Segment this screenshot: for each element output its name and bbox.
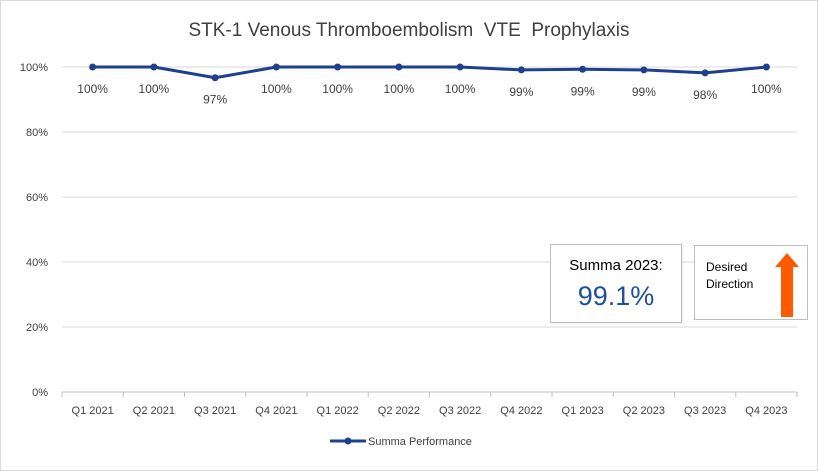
data-point bbox=[89, 63, 97, 71]
data-point bbox=[517, 66, 525, 74]
data-label: 100% bbox=[445, 82, 476, 96]
x-tick-label: Q4 2021 bbox=[255, 405, 297, 417]
data-point bbox=[701, 69, 709, 77]
y-tick-label: 60% bbox=[26, 192, 48, 204]
x-tick-label: Q1 2021 bbox=[72, 405, 114, 417]
data-label: 99% bbox=[571, 84, 595, 98]
y-tick-label: 100% bbox=[20, 62, 48, 74]
x-tick-label: Q3 2021 bbox=[194, 405, 236, 417]
y-tick-label: 80% bbox=[26, 127, 48, 139]
up-arrow-icon bbox=[775, 253, 799, 317]
data-label: 100% bbox=[751, 82, 782, 96]
x-tick-label: Q3 2023 bbox=[684, 405, 726, 417]
series-line bbox=[92, 65, 767, 80]
data-point bbox=[456, 63, 464, 71]
data-point bbox=[272, 63, 280, 71]
y-tick-label: 20% bbox=[26, 322, 48, 334]
x-tick-label: Q1 2023 bbox=[562, 405, 604, 417]
callout-value: 99.1% bbox=[577, 281, 655, 311]
x-tick-label: Q1 2022 bbox=[317, 405, 359, 417]
data-label: 99% bbox=[509, 85, 533, 99]
data-label: 100% bbox=[384, 82, 415, 96]
data-label: 100% bbox=[322, 82, 353, 96]
x-tick-label: Q2 2021 bbox=[133, 405, 175, 417]
desired-direction-label: Desired Direction bbox=[706, 260, 754, 291]
summary-callout: Summa 2023: 99.1% bbox=[550, 244, 682, 323]
data-point bbox=[334, 63, 342, 71]
data-point bbox=[395, 63, 403, 71]
x-tick-label: Q2 2022 bbox=[378, 405, 420, 417]
callout-label: Summa 2023: bbox=[569, 257, 663, 274]
chart-title: STK-1 Venous Thromboembolism VTE Prophyl… bbox=[188, 20, 630, 41]
data-point bbox=[762, 63, 770, 71]
data-point bbox=[640, 66, 648, 74]
x-tick-label: Q4 2023 bbox=[745, 405, 787, 417]
data-point bbox=[150, 63, 158, 71]
data-label: 98% bbox=[693, 88, 717, 102]
data-point bbox=[211, 74, 219, 82]
data-label: 99% bbox=[632, 85, 656, 99]
data-label: 100% bbox=[261, 82, 292, 96]
x-tick-label: Q2 2023 bbox=[623, 405, 665, 417]
desired-direction-box: Desired Direction bbox=[694, 245, 808, 320]
x-tick-label: Q3 2022 bbox=[439, 405, 481, 417]
y-tick-label: 40% bbox=[26, 257, 48, 269]
data-label: 100% bbox=[77, 82, 108, 96]
legend-marker bbox=[344, 437, 352, 445]
x-tick-label: Q4 2022 bbox=[500, 405, 542, 417]
data-point bbox=[579, 65, 587, 73]
data-label: 100% bbox=[139, 82, 170, 96]
data-label: 97% bbox=[203, 93, 227, 107]
y-tick-label: 0% bbox=[32, 387, 48, 399]
legend-label: Summa Performance bbox=[368, 436, 472, 448]
